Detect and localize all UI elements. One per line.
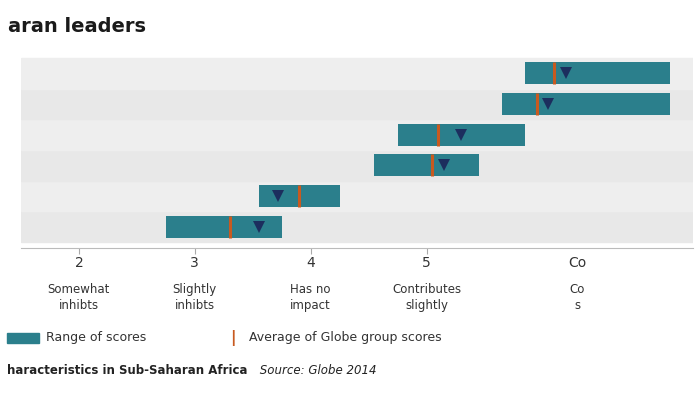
Text: Range of scores: Range of scores bbox=[46, 332, 146, 344]
Text: Has no
impact: Has no impact bbox=[290, 283, 331, 312]
Text: 4: 4 bbox=[307, 256, 315, 270]
Bar bbox=[258, 185, 340, 207]
Text: Somewhat
inhibts: Somewhat inhibts bbox=[48, 283, 110, 312]
Text: 3: 3 bbox=[190, 256, 199, 270]
Text: Co
s: Co s bbox=[570, 283, 584, 312]
Bar bbox=[374, 154, 479, 176]
Bar bbox=[398, 124, 525, 146]
Text: Contributes
slightly: Contributes slightly bbox=[392, 283, 461, 312]
Bar bbox=[166, 216, 281, 238]
Bar bbox=[21, 89, 693, 119]
Text: Source: Globe 2014: Source: Globe 2014 bbox=[256, 364, 376, 377]
Bar bbox=[21, 211, 693, 242]
Bar bbox=[525, 62, 670, 84]
Text: aran leaders: aran leaders bbox=[8, 17, 146, 36]
Text: Co: Co bbox=[568, 256, 587, 270]
Text: |: | bbox=[231, 330, 242, 346]
Bar bbox=[21, 181, 693, 211]
Bar bbox=[21, 58, 693, 89]
Text: 2: 2 bbox=[75, 256, 83, 270]
Text: Slightly
inhibts: Slightly inhibts bbox=[173, 283, 217, 312]
Bar bbox=[21, 150, 693, 181]
Text: 5: 5 bbox=[422, 256, 431, 270]
Bar bbox=[502, 93, 670, 115]
Text: Average of Globe group scores: Average of Globe group scores bbox=[248, 332, 441, 344]
Bar bbox=[21, 119, 693, 150]
Text: haracteristics in Sub-Saharan Africa: haracteristics in Sub-Saharan Africa bbox=[7, 364, 248, 377]
